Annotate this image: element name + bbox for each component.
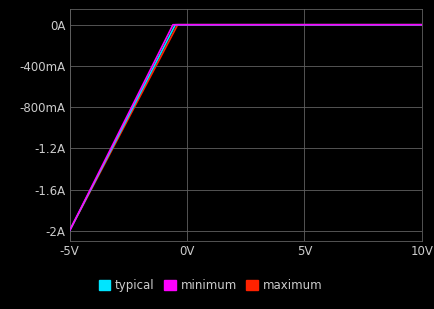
- maximum: [142, 85, 148, 89]
- minimum: [67, 229, 72, 233]
- minimum: [418, 23, 424, 27]
- minimum: [165, 32, 171, 36]
- minimum: [162, 39, 167, 42]
- maximum: [174, 23, 180, 27]
- minimum: [170, 23, 175, 27]
- maximum: [166, 39, 171, 42]
- Line: typical: typical: [69, 25, 421, 231]
- typical: [153, 61, 158, 65]
- maximum: [170, 32, 175, 36]
- minimum: [165, 33, 170, 37]
- Legend: typical, minimum, maximum: typical, minimum, maximum: [96, 277, 324, 295]
- typical: [172, 23, 178, 27]
- Line: minimum: minimum: [69, 25, 421, 231]
- typical: [67, 229, 72, 233]
- maximum: [155, 61, 160, 65]
- Line: maximum: maximum: [69, 25, 421, 231]
- maximum: [169, 33, 174, 37]
- typical: [168, 32, 173, 36]
- minimum: [100, 162, 105, 166]
- minimum: [151, 61, 156, 65]
- typical: [164, 39, 169, 42]
- typical: [101, 162, 106, 166]
- typical: [167, 33, 172, 37]
- maximum: [102, 162, 107, 166]
- minimum: [139, 85, 144, 89]
- typical: [141, 85, 146, 89]
- maximum: [418, 23, 424, 27]
- typical: [418, 23, 424, 27]
- maximum: [67, 229, 72, 233]
